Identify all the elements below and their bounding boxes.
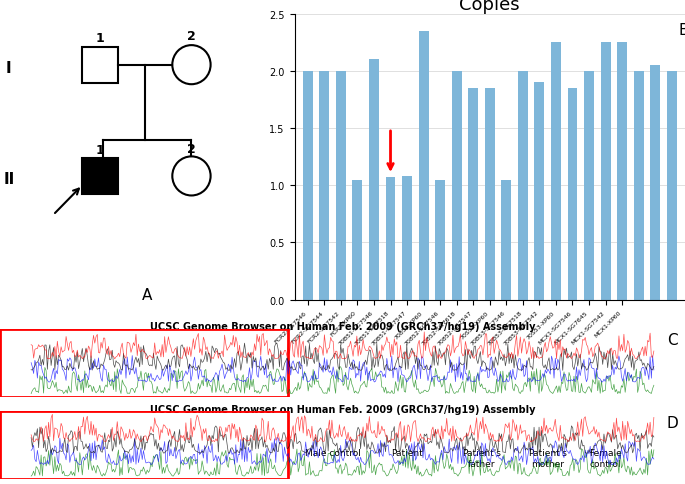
Bar: [336, 72, 346, 300]
Bar: [601, 43, 610, 300]
Bar: [82, 159, 118, 195]
Text: Female
control: Female control: [589, 449, 622, 468]
Bar: [319, 72, 329, 300]
Bar: [568, 89, 577, 300]
Text: A: A: [142, 287, 153, 302]
Bar: [584, 72, 594, 300]
Bar: [386, 178, 395, 300]
Bar: [617, 43, 627, 300]
Bar: [369, 60, 379, 300]
Bar: [485, 89, 495, 300]
Text: 2: 2: [187, 143, 196, 155]
Bar: [518, 72, 528, 300]
Text: Patient's
mother: Patient's mother: [528, 449, 567, 468]
Text: 1: 1: [96, 31, 105, 45]
Bar: [402, 177, 412, 300]
Bar: [353, 180, 362, 300]
Text: 2: 2: [187, 30, 196, 43]
Bar: [303, 72, 313, 300]
Text: B: B: [678, 23, 685, 38]
Bar: [667, 72, 677, 300]
Bar: [82, 47, 118, 84]
Bar: [501, 180, 511, 300]
Circle shape: [173, 46, 210, 85]
Bar: [435, 180, 445, 300]
Bar: [0, 411, 288, 479]
Bar: [469, 89, 478, 300]
Bar: [650, 66, 660, 300]
Text: I: I: [6, 61, 12, 76]
Text: Patient's
father: Patient's father: [462, 449, 501, 468]
Title: Copies: Copies: [460, 0, 520, 15]
Text: C: C: [667, 333, 678, 348]
Text: Male control: Male control: [305, 449, 360, 457]
Circle shape: [173, 157, 210, 196]
Bar: [534, 83, 545, 300]
Text: 1: 1: [96, 144, 105, 157]
Bar: [451, 72, 462, 300]
Bar: [634, 72, 644, 300]
Text: II: II: [3, 172, 14, 187]
Bar: [419, 31, 429, 300]
Bar: [0, 329, 288, 397]
Text: D: D: [667, 415, 678, 430]
Text: UCSC Genome Browser on Human Feb. 2009 (GRCh37/hg19) Assembly: UCSC Genome Browser on Human Feb. 2009 (…: [150, 321, 535, 332]
Text: UCSC Genome Browser on Human Feb. 2009 (GRCh37/hg19) Assembly: UCSC Genome Browser on Human Feb. 2009 (…: [150, 404, 535, 414]
Text: Patient: Patient: [391, 449, 423, 457]
Bar: [551, 43, 561, 300]
